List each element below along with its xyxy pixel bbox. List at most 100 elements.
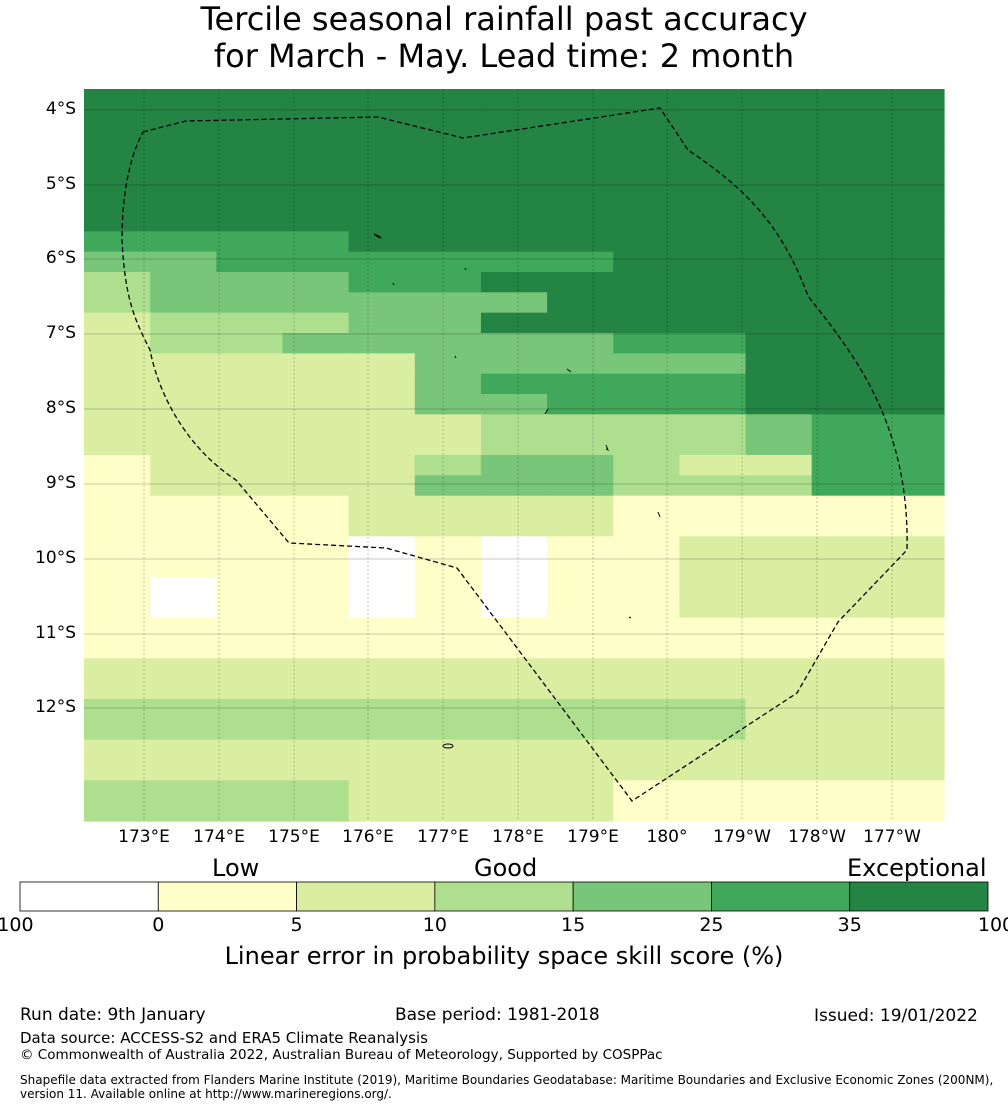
grid-cell	[811, 780, 879, 802]
grid-cell	[150, 292, 217, 314]
grid-cell	[480, 597, 548, 619]
grid-cell	[84, 658, 151, 680]
colorbar-tick-label: 10	[422, 914, 447, 936]
grid-cell	[480, 394, 548, 415]
grid-cell	[480, 638, 548, 659]
grid-cell	[613, 190, 680, 212]
grid-cell	[414, 89, 482, 110]
grid-cell	[84, 780, 151, 802]
grid-cell	[150, 373, 217, 395]
grid-cell	[282, 353, 350, 375]
grid-cell	[84, 414, 151, 436]
grid-cell	[745, 760, 813, 781]
grid-cell	[282, 638, 350, 659]
grid-cell	[216, 678, 284, 700]
grid-cell	[547, 251, 614, 273]
grid-cell	[679, 170, 747, 192]
grid-cell	[613, 272, 680, 293]
grid-cell	[348, 760, 416, 781]
grid-cell	[811, 333, 879, 354]
grid-cell	[150, 190, 217, 212]
grid-cell	[150, 536, 217, 558]
colorbar-tick-label: 35	[837, 914, 862, 936]
grid-cell	[480, 719, 548, 741]
grid-cell	[348, 129, 416, 151]
grid-cell	[84, 333, 151, 354]
grid-cell	[877, 170, 945, 192]
grid-cell	[84, 312, 151, 334]
grid-cell	[282, 211, 350, 232]
grid-cell	[150, 251, 217, 273]
grid-cell	[480, 211, 548, 232]
grid-cell	[414, 211, 482, 232]
colorbar-segment	[711, 881, 851, 912]
grid-cell	[216, 760, 284, 781]
map-title-line-1: Tercile seasonal rainfall past accuracy	[200, 0, 808, 38]
grid-cell	[679, 211, 747, 232]
grid-cell	[745, 699, 813, 720]
grid-cell	[414, 780, 482, 802]
grid-cell	[613, 129, 680, 151]
longitude-label: 173°E	[118, 827, 170, 847]
grid-cell	[877, 719, 945, 741]
grid-cell	[613, 617, 680, 639]
grid-cell	[547, 170, 614, 192]
grid-cell	[679, 190, 747, 212]
grid-cell	[877, 231, 945, 253]
grid-cell	[480, 373, 548, 395]
grid-cell	[745, 434, 813, 456]
grid-cell	[877, 414, 945, 436]
grid-cell	[414, 536, 482, 558]
grid-cell	[613, 211, 680, 232]
grid-cell	[745, 455, 813, 476]
grid-cell	[811, 536, 879, 558]
grid-cell	[679, 699, 747, 720]
grid-cell	[150, 394, 217, 415]
issued-date: Issued: 19/01/2022	[814, 1006, 978, 1026]
grid-cell	[84, 475, 151, 497]
grid-cell	[282, 394, 350, 415]
grid-cell	[84, 109, 151, 131]
grid-cell	[613, 536, 680, 558]
grid-cell	[282, 251, 350, 273]
grid-cell	[877, 455, 945, 476]
grid-cell	[348, 516, 416, 537]
grid-cell	[745, 800, 813, 822]
grid-cell	[150, 800, 217, 822]
grid-cell	[679, 495, 747, 517]
grid-cell	[414, 333, 482, 354]
grid-cell	[414, 434, 482, 456]
grid-cell	[414, 699, 482, 720]
grid-cell	[679, 109, 747, 131]
grid-cell	[613, 373, 680, 395]
grid-cell	[348, 699, 416, 720]
grid-cell	[547, 638, 614, 659]
latitude-label: 7°S	[45, 323, 76, 343]
grid-cell	[348, 292, 416, 314]
grid-cell	[84, 394, 151, 415]
grid-cell	[877, 638, 945, 659]
grid-cell	[745, 556, 813, 578]
grid-cell	[811, 312, 879, 334]
grid-cell	[547, 800, 614, 822]
grid-cell	[811, 516, 879, 537]
grid-cell	[414, 150, 482, 171]
grid-cell	[282, 170, 350, 192]
grid-cell	[216, 394, 284, 415]
grid-cell	[613, 150, 680, 171]
grid-cell	[216, 231, 284, 253]
grid-cell	[547, 373, 614, 395]
islands	[373, 233, 661, 749]
grid-cell	[877, 251, 945, 273]
grid-cell	[150, 597, 217, 619]
grid-cell	[745, 89, 813, 110]
grid-cell	[480, 109, 548, 131]
grid-cell	[414, 516, 482, 537]
grid-cell	[547, 577, 614, 598]
grid-cell	[84, 434, 151, 456]
grid-cell	[216, 292, 284, 314]
grid-cell	[84, 617, 151, 639]
longitude-label: 177°W	[863, 827, 921, 847]
grid-cell	[84, 231, 151, 253]
grid-cell	[348, 617, 416, 639]
